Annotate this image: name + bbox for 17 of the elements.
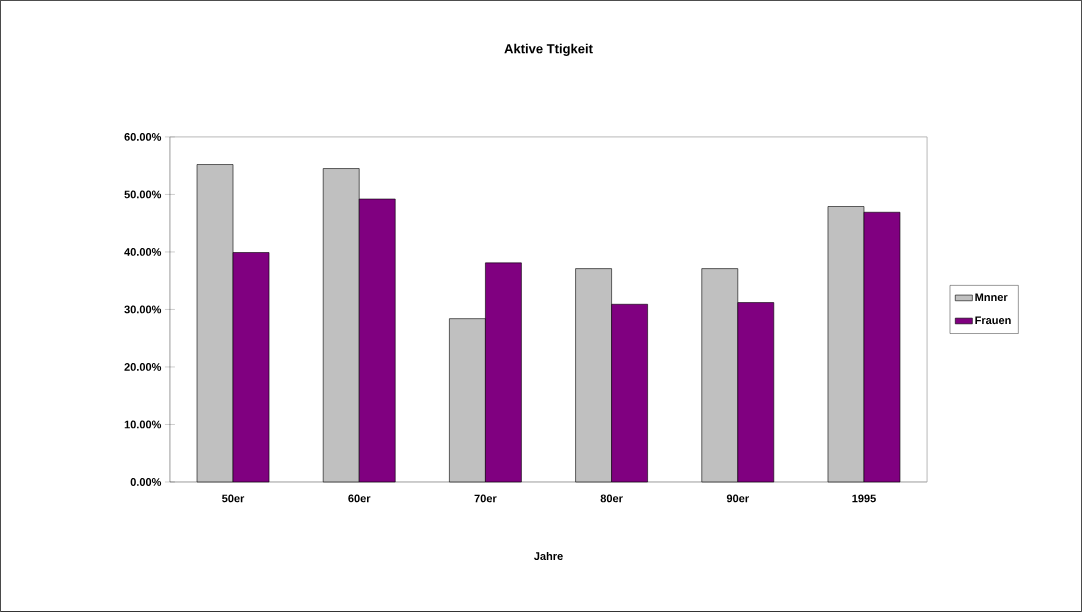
legend-label: Frauen	[975, 316, 1011, 325]
chart-title: Aktive Ttigkeit	[504, 43, 593, 57]
y-tick-label: 10.00%	[124, 420, 162, 429]
x-tick-label: 50er	[222, 494, 245, 503]
y-tick-label: 30.00%	[124, 305, 162, 314]
y-tick-label: 50.00%	[124, 190, 162, 199]
x-tick-label: 60er	[348, 494, 371, 503]
y-tick-label: 60.00%	[124, 133, 162, 141]
x-tick-label: 80er	[600, 494, 623, 503]
legend-label: Mnner	[975, 293, 1008, 302]
y-tick-label: 0.00%	[130, 478, 162, 486]
x-tick-label: 70er	[474, 494, 497, 503]
x-tick-label: 1995	[852, 494, 876, 503]
y-tick-label: 20.00%	[124, 363, 162, 371]
x-tick-label: 90er	[726, 494, 749, 503]
y-tick-label: 40.00%	[124, 248, 162, 256]
x-axis-title: Jahre	[534, 552, 563, 561]
